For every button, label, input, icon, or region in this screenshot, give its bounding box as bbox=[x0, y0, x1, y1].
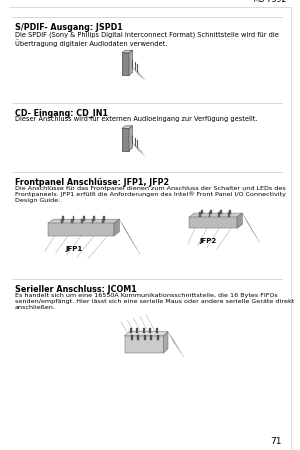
Polygon shape bbox=[129, 50, 132, 75]
Bar bbox=[103, 216, 105, 220]
Polygon shape bbox=[237, 213, 242, 229]
Bar bbox=[220, 210, 222, 215]
Bar bbox=[61, 219, 63, 223]
Bar bbox=[150, 335, 152, 340]
Text: S/PDIF- Ausgang: JSPD1: S/PDIF- Ausgang: JSPD1 bbox=[15, 23, 123, 32]
Text: Die SPDIF (Sony & Philips Digital Interconnect Format) Schnittstelle wird für di: Die SPDIF (Sony & Philips Digital Interc… bbox=[15, 32, 279, 47]
Bar bbox=[230, 210, 231, 215]
Bar bbox=[210, 210, 212, 215]
Bar bbox=[149, 328, 151, 333]
Text: Frontpanel Anschlüsse: JFP1, JFP2: Frontpanel Anschlüsse: JFP1, JFP2 bbox=[15, 178, 169, 187]
Polygon shape bbox=[114, 219, 119, 236]
Bar bbox=[136, 328, 138, 333]
Bar bbox=[199, 212, 201, 217]
Bar bbox=[144, 335, 146, 340]
Bar bbox=[124, 336, 164, 353]
Polygon shape bbox=[129, 126, 132, 151]
Bar bbox=[93, 216, 95, 220]
Text: CD- Eingang: CD_IN1: CD- Eingang: CD_IN1 bbox=[15, 109, 108, 118]
Text: JFP1: JFP1 bbox=[66, 246, 83, 252]
Bar bbox=[131, 335, 133, 340]
Text: Die Anschlüsse für das Frontpanel dienen zum Anschluss der Schalter und LEDs des: Die Anschlüsse für das Frontpanel dienen… bbox=[15, 186, 286, 203]
Text: MS-7592: MS-7592 bbox=[254, 0, 288, 4]
Text: JFP2: JFP2 bbox=[200, 238, 217, 244]
Bar bbox=[209, 212, 211, 217]
Text: Es handelt sich um eine 16550A Kommunikationsschnittstelle, die 16 Bytes FIFOs s: Es handelt sich um eine 16550A Kommunika… bbox=[15, 293, 294, 310]
Bar bbox=[156, 328, 158, 333]
Polygon shape bbox=[189, 213, 242, 217]
Bar bbox=[92, 219, 93, 223]
Bar bbox=[62, 216, 64, 220]
Bar bbox=[218, 212, 220, 217]
Bar bbox=[201, 210, 203, 215]
Bar bbox=[83, 216, 85, 220]
Bar bbox=[189, 217, 237, 229]
Text: Dieser Anschluss wird für externen Audioeingang zur Verfügung gestellt.: Dieser Anschluss wird für externen Audio… bbox=[15, 116, 257, 122]
Text: 71: 71 bbox=[271, 436, 282, 446]
Polygon shape bbox=[164, 332, 168, 353]
Bar bbox=[122, 128, 129, 151]
Bar bbox=[71, 219, 73, 223]
Polygon shape bbox=[48, 219, 119, 223]
Bar bbox=[143, 328, 145, 333]
Bar bbox=[122, 53, 129, 75]
Text: Serieller Anschluss: JCOM1: Serieller Anschluss: JCOM1 bbox=[15, 285, 137, 294]
Bar bbox=[228, 212, 230, 217]
Bar bbox=[48, 223, 114, 236]
Polygon shape bbox=[122, 126, 132, 128]
Polygon shape bbox=[122, 50, 132, 53]
Bar bbox=[157, 335, 158, 340]
Bar bbox=[81, 219, 83, 223]
Bar bbox=[137, 335, 139, 340]
Bar bbox=[73, 216, 74, 220]
Bar bbox=[102, 219, 103, 223]
Bar bbox=[130, 328, 132, 333]
Polygon shape bbox=[124, 332, 168, 336]
